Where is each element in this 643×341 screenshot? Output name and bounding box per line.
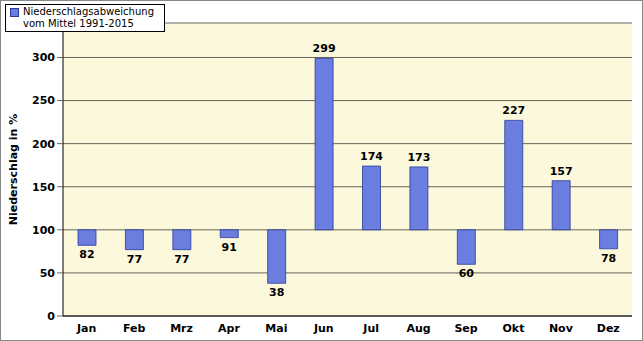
svg-text:60: 60 bbox=[459, 267, 475, 280]
svg-text:Aug: Aug bbox=[407, 322, 431, 335]
svg-text:Sep: Sep bbox=[454, 322, 477, 335]
svg-text:227: 227 bbox=[502, 104, 525, 117]
svg-text:Mrz: Mrz bbox=[170, 322, 193, 335]
svg-text:Jul: Jul bbox=[362, 322, 379, 335]
svg-text:173: 173 bbox=[407, 151, 430, 164]
svg-text:91: 91 bbox=[222, 241, 237, 254]
svg-text:Niederschlag in %: Niederschlag in % bbox=[8, 114, 20, 225]
html-text:Niederschlagsabweichung vom Mi: Niederschlagsabweichung vom Mittel 1991-… bbox=[23, 6, 154, 29]
svg-text:82: 82 bbox=[79, 248, 94, 261]
svg-text:50: 50 bbox=[40, 267, 56, 280]
svg-text:Dez: Dez bbox=[597, 322, 620, 335]
svg-text:200: 200 bbox=[32, 138, 55, 151]
svg-text:157: 157 bbox=[550, 165, 573, 178]
svg-text:0: 0 bbox=[47, 310, 55, 323]
svg-text:Jan: Jan bbox=[76, 322, 96, 335]
svg-text:Jun: Jun bbox=[313, 322, 334, 335]
svg-text:150: 150 bbox=[32, 181, 55, 194]
svg-text:299: 299 bbox=[313, 42, 336, 55]
svg-text:Nov: Nov bbox=[549, 322, 574, 335]
svg-text:Apr: Apr bbox=[218, 322, 240, 335]
svg-text:77: 77 bbox=[127, 253, 142, 266]
svg-text:Okt: Okt bbox=[502, 322, 524, 335]
svg-text:38: 38 bbox=[269, 286, 284, 299]
svg-text:300: 300 bbox=[32, 51, 55, 64]
svg-text:78: 78 bbox=[601, 252, 616, 265]
svg-text:250: 250 bbox=[32, 94, 55, 107]
svg-text:Mai: Mai bbox=[265, 322, 287, 335]
svg-text:174: 174 bbox=[360, 150, 383, 163]
svg-text:Feb: Feb bbox=[123, 322, 146, 335]
svg-text:100: 100 bbox=[32, 224, 55, 237]
svg-text:77: 77 bbox=[174, 253, 189, 266]
